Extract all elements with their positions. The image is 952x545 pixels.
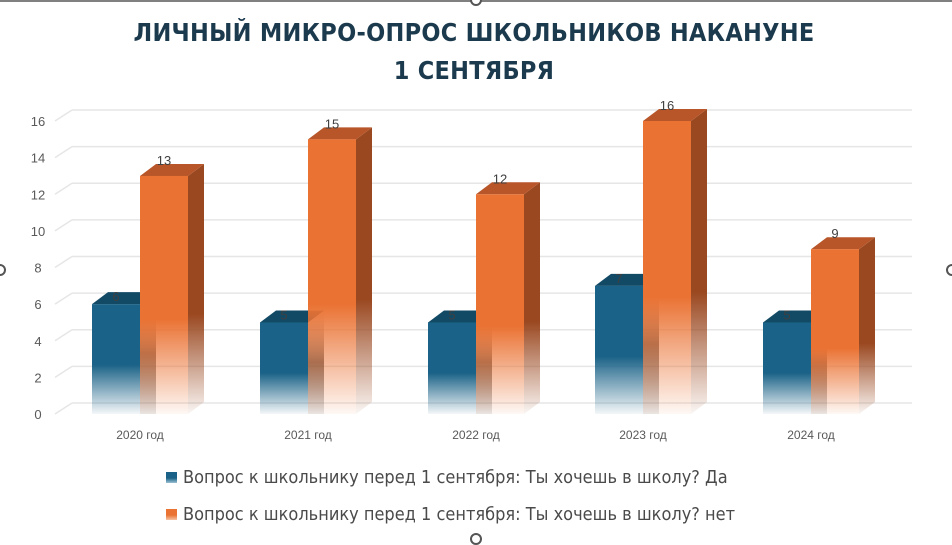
chart-title-line-1: ЛИЧНЫЙ МИКРО-ОПРОС ШКОЛЬНИКОВ НАКАНУНЕ: [133, 18, 815, 47]
x-axis-category-labels: 2020 год 2021 год 2022 год 2023 год 2024 год: [116, 428, 835, 442]
gridline-depth: [54, 292, 73, 305]
bar-no-side: [524, 182, 540, 414]
legend-item-yes[interactable]: Вопрос к школьнику перед 1 сентября: Ты …: [166, 462, 796, 492]
bar-no-side: [188, 163, 204, 414]
resize-handle-right[interactable]: [946, 264, 952, 276]
bar-no[interactable]: [643, 121, 691, 414]
y-tick-label: 0: [34, 407, 41, 422]
y-tick-label: 8: [34, 261, 41, 276]
bar-yes[interactable]: [260, 322, 308, 414]
legend-label-no: Вопрос к школьнику перед 1 сентября: Ты …: [183, 503, 736, 525]
data-label-yes: 5: [448, 307, 455, 322]
y-tick-label: 16: [31, 114, 45, 129]
legend[interactable]: Вопрос к школьнику перед 1 сентября: Ты …: [166, 462, 796, 536]
data-label-no: 13: [157, 153, 171, 168]
data-label-no: 12: [493, 171, 507, 186]
bar-no-top: [308, 127, 372, 140]
resize-handle-top[interactable]: [470, 0, 482, 6]
gridline-depth: [54, 109, 73, 122]
x-tick-label: 2023 год: [619, 428, 667, 442]
y-tick-label: 12: [31, 187, 45, 202]
gridline-depth: [54, 145, 73, 159]
y-tick-label: 6: [34, 297, 41, 312]
bar-no[interactable]: [476, 194, 524, 414]
data-label-no: 9: [831, 226, 838, 241]
bar-group-2020[interactable]: 6 13: [92, 153, 204, 414]
x-tick-label: 2024 год: [787, 428, 835, 442]
bar-no-top: [140, 163, 204, 176]
bar-no[interactable]: [811, 249, 859, 414]
legend-label-yes: Вопрос к школьнику перед 1 сентября: Ты …: [183, 466, 728, 488]
y-tick-label: 14: [31, 151, 45, 166]
legend-swatch-orange-icon: [166, 508, 177, 520]
gridline-depth: [54, 402, 73, 415]
legend-item-no[interactable]: Вопрос к школьнику перед 1 сентября: Ты …: [166, 499, 796, 529]
gridline-depth: [54, 255, 73, 269]
data-label-yes: 5: [280, 307, 287, 322]
bar-no-top: [643, 109, 707, 121]
chart-title-line-2: 1 СЕНТЯБРЯ: [393, 56, 555, 85]
bar-group-2024[interactable]: 59: [763, 226, 875, 414]
data-label-yes: 6: [112, 289, 119, 304]
bar-yes[interactable]: [763, 322, 811, 414]
x-tick-label: 2021 год: [284, 428, 332, 442]
y-tick-label: 10: [31, 224, 45, 239]
bar-group-2023[interactable]: 7 16: [595, 98, 707, 414]
bar-no[interactable]: [308, 139, 356, 414]
y-tick-label: 2: [34, 370, 41, 385]
data-label-no: 15: [325, 116, 339, 131]
gridline-depth: [54, 182, 73, 195]
data-label-yes: 7: [615, 271, 622, 286]
data-label-no: 16: [660, 98, 674, 113]
y-tick-label: 4: [34, 334, 41, 349]
bar-yes[interactable]: [92, 304, 140, 414]
bar-group-2022[interactable]: 5 12: [428, 171, 540, 414]
bar-no-top: [476, 182, 540, 195]
x-tick-label: 2020 год: [116, 428, 164, 442]
bar-no-side: [356, 127, 372, 414]
x-tick-label: 2022 год: [452, 428, 500, 442]
chart-title[interactable]: ЛИЧНЫЙ МИКРО-ОПРОС ШКОЛЬНИКОВ НАКАНУНЕ 1…: [47, 14, 900, 90]
bar-yes[interactable]: [428, 322, 476, 414]
bar-group-2021[interactable]: 5 15: [260, 116, 372, 414]
y-axis-tick-labels: 0 2 4 6 8 10 12 14 16: [31, 114, 45, 422]
bar-no-side: [691, 109, 707, 414]
bar-yes[interactable]: [595, 285, 643, 414]
bar-no-side: [859, 237, 875, 414]
legend-swatch-blue-icon: [166, 471, 177, 483]
data-label-yes: 5: [783, 307, 790, 322]
bar-no-top: [811, 237, 875, 250]
gridline-depth: [54, 329, 73, 342]
gridline-depth: [54, 365, 73, 379]
gridline-depth: [54, 219, 73, 232]
bar-no[interactable]: [140, 175, 188, 414]
resize-handle-left[interactable]: [0, 264, 6, 276]
